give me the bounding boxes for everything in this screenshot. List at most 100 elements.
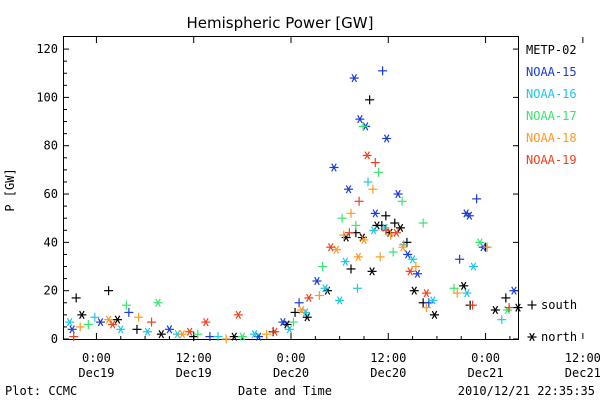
data-point [318,262,328,272]
data-point [250,330,260,339]
series-noaa-18 [75,184,492,344]
y-tick-label: 60 [44,187,58,201]
data-point [302,313,312,322]
plot-credit: Plot: CCMC [5,384,77,398]
data-point [337,213,347,223]
legend-item: NOAA-19 [526,153,577,167]
data-point [421,288,431,298]
y-tick-label: 0 [51,332,58,346]
data-point [147,317,157,327]
data-point [344,185,354,194]
data-point [381,225,391,235]
y-tick-label: 100 [36,90,58,104]
x-tick-label-time: 12:00 [370,351,406,365]
x-tick-label-time: 0:00 [471,351,500,365]
data-point [65,317,75,327]
x-tick-label-date: Dec19 [176,366,212,380]
series-noaa-16 [65,177,507,342]
data-point [464,211,474,220]
chart-title: Hemispheric Power [GW] [187,14,374,32]
data-point [284,325,294,334]
data-point [177,330,187,339]
data-point [237,332,247,341]
data-point [229,332,239,341]
data-point [452,288,462,298]
data-point [95,317,105,327]
data-point [455,254,465,264]
data-point [370,158,380,168]
legend-item: NOAA-15 [526,65,577,79]
legend-marker [527,300,537,310]
data-point [221,334,231,344]
data-point [326,243,336,252]
legend-marker-label: north [541,330,577,344]
data-point [449,283,459,293]
data-point [153,298,163,307]
data-point [381,211,391,221]
data-points [65,66,523,344]
data-point [104,286,114,296]
x-tick-label-date: Dec21 [565,366,600,380]
data-point [339,230,349,240]
data-point [288,317,298,327]
data-point [77,310,87,319]
y-axis: 0 20 40 60 80 100 120 [36,42,518,346]
data-point [378,66,388,76]
data-point [201,317,211,327]
data-point [370,209,380,218]
data-point [375,252,385,262]
data-point [134,312,144,322]
data-point [382,134,392,143]
data-point [397,196,407,206]
data-point [472,194,482,204]
data-point [346,208,356,218]
data-point [418,218,428,228]
data-point [351,220,361,230]
data-point [233,310,243,319]
data-point [421,303,431,313]
y-tick-label: 120 [36,42,58,56]
data-point [369,226,379,235]
data-point [459,281,469,290]
series-metp-02 [71,95,523,342]
x-tick-label-date: Dec19 [78,366,114,380]
data-point [475,238,485,247]
data-point [340,257,350,266]
data-point [409,286,419,295]
data-point [297,305,307,315]
data-point [393,189,403,199]
timestamp: 2010/12/21 22:35:35 [458,384,595,398]
data-point [193,329,203,339]
data-point [304,293,314,303]
data-point [335,296,345,305]
legend-marker [527,332,537,342]
x-tick-label-date: Dec21 [468,366,504,380]
data-point [278,317,288,327]
y-tick-label: 80 [44,139,58,153]
data-point [509,286,519,295]
series-noaa-15 [67,66,519,342]
data-point [358,121,368,131]
y-axis-label: P [GW] [3,168,17,211]
data-point [75,322,85,332]
data-point [468,262,478,271]
data-point [412,269,422,278]
data-point [355,115,365,124]
data-point [501,293,511,303]
data-point [113,315,123,324]
data-point [121,300,131,310]
data-point [262,329,272,339]
data-point [490,305,500,315]
data-point [363,177,373,187]
y-tick-label: 20 [44,284,58,298]
data-point [365,95,375,105]
data-point [344,228,354,238]
data-point [513,303,523,312]
data-point [408,255,418,264]
x-tick-label-time: 12:00 [176,351,212,365]
data-point [320,284,330,293]
data-point [314,291,324,301]
x-axis: 0:00Dec1912:00Dec190:00Dec2012:00Dec200:… [78,37,600,380]
x-tick-label-time: 0:00 [277,351,306,365]
data-point [368,184,378,194]
